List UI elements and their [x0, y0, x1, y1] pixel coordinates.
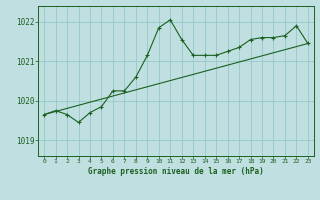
X-axis label: Graphe pression niveau de la mer (hPa): Graphe pression niveau de la mer (hPa)	[88, 167, 264, 176]
